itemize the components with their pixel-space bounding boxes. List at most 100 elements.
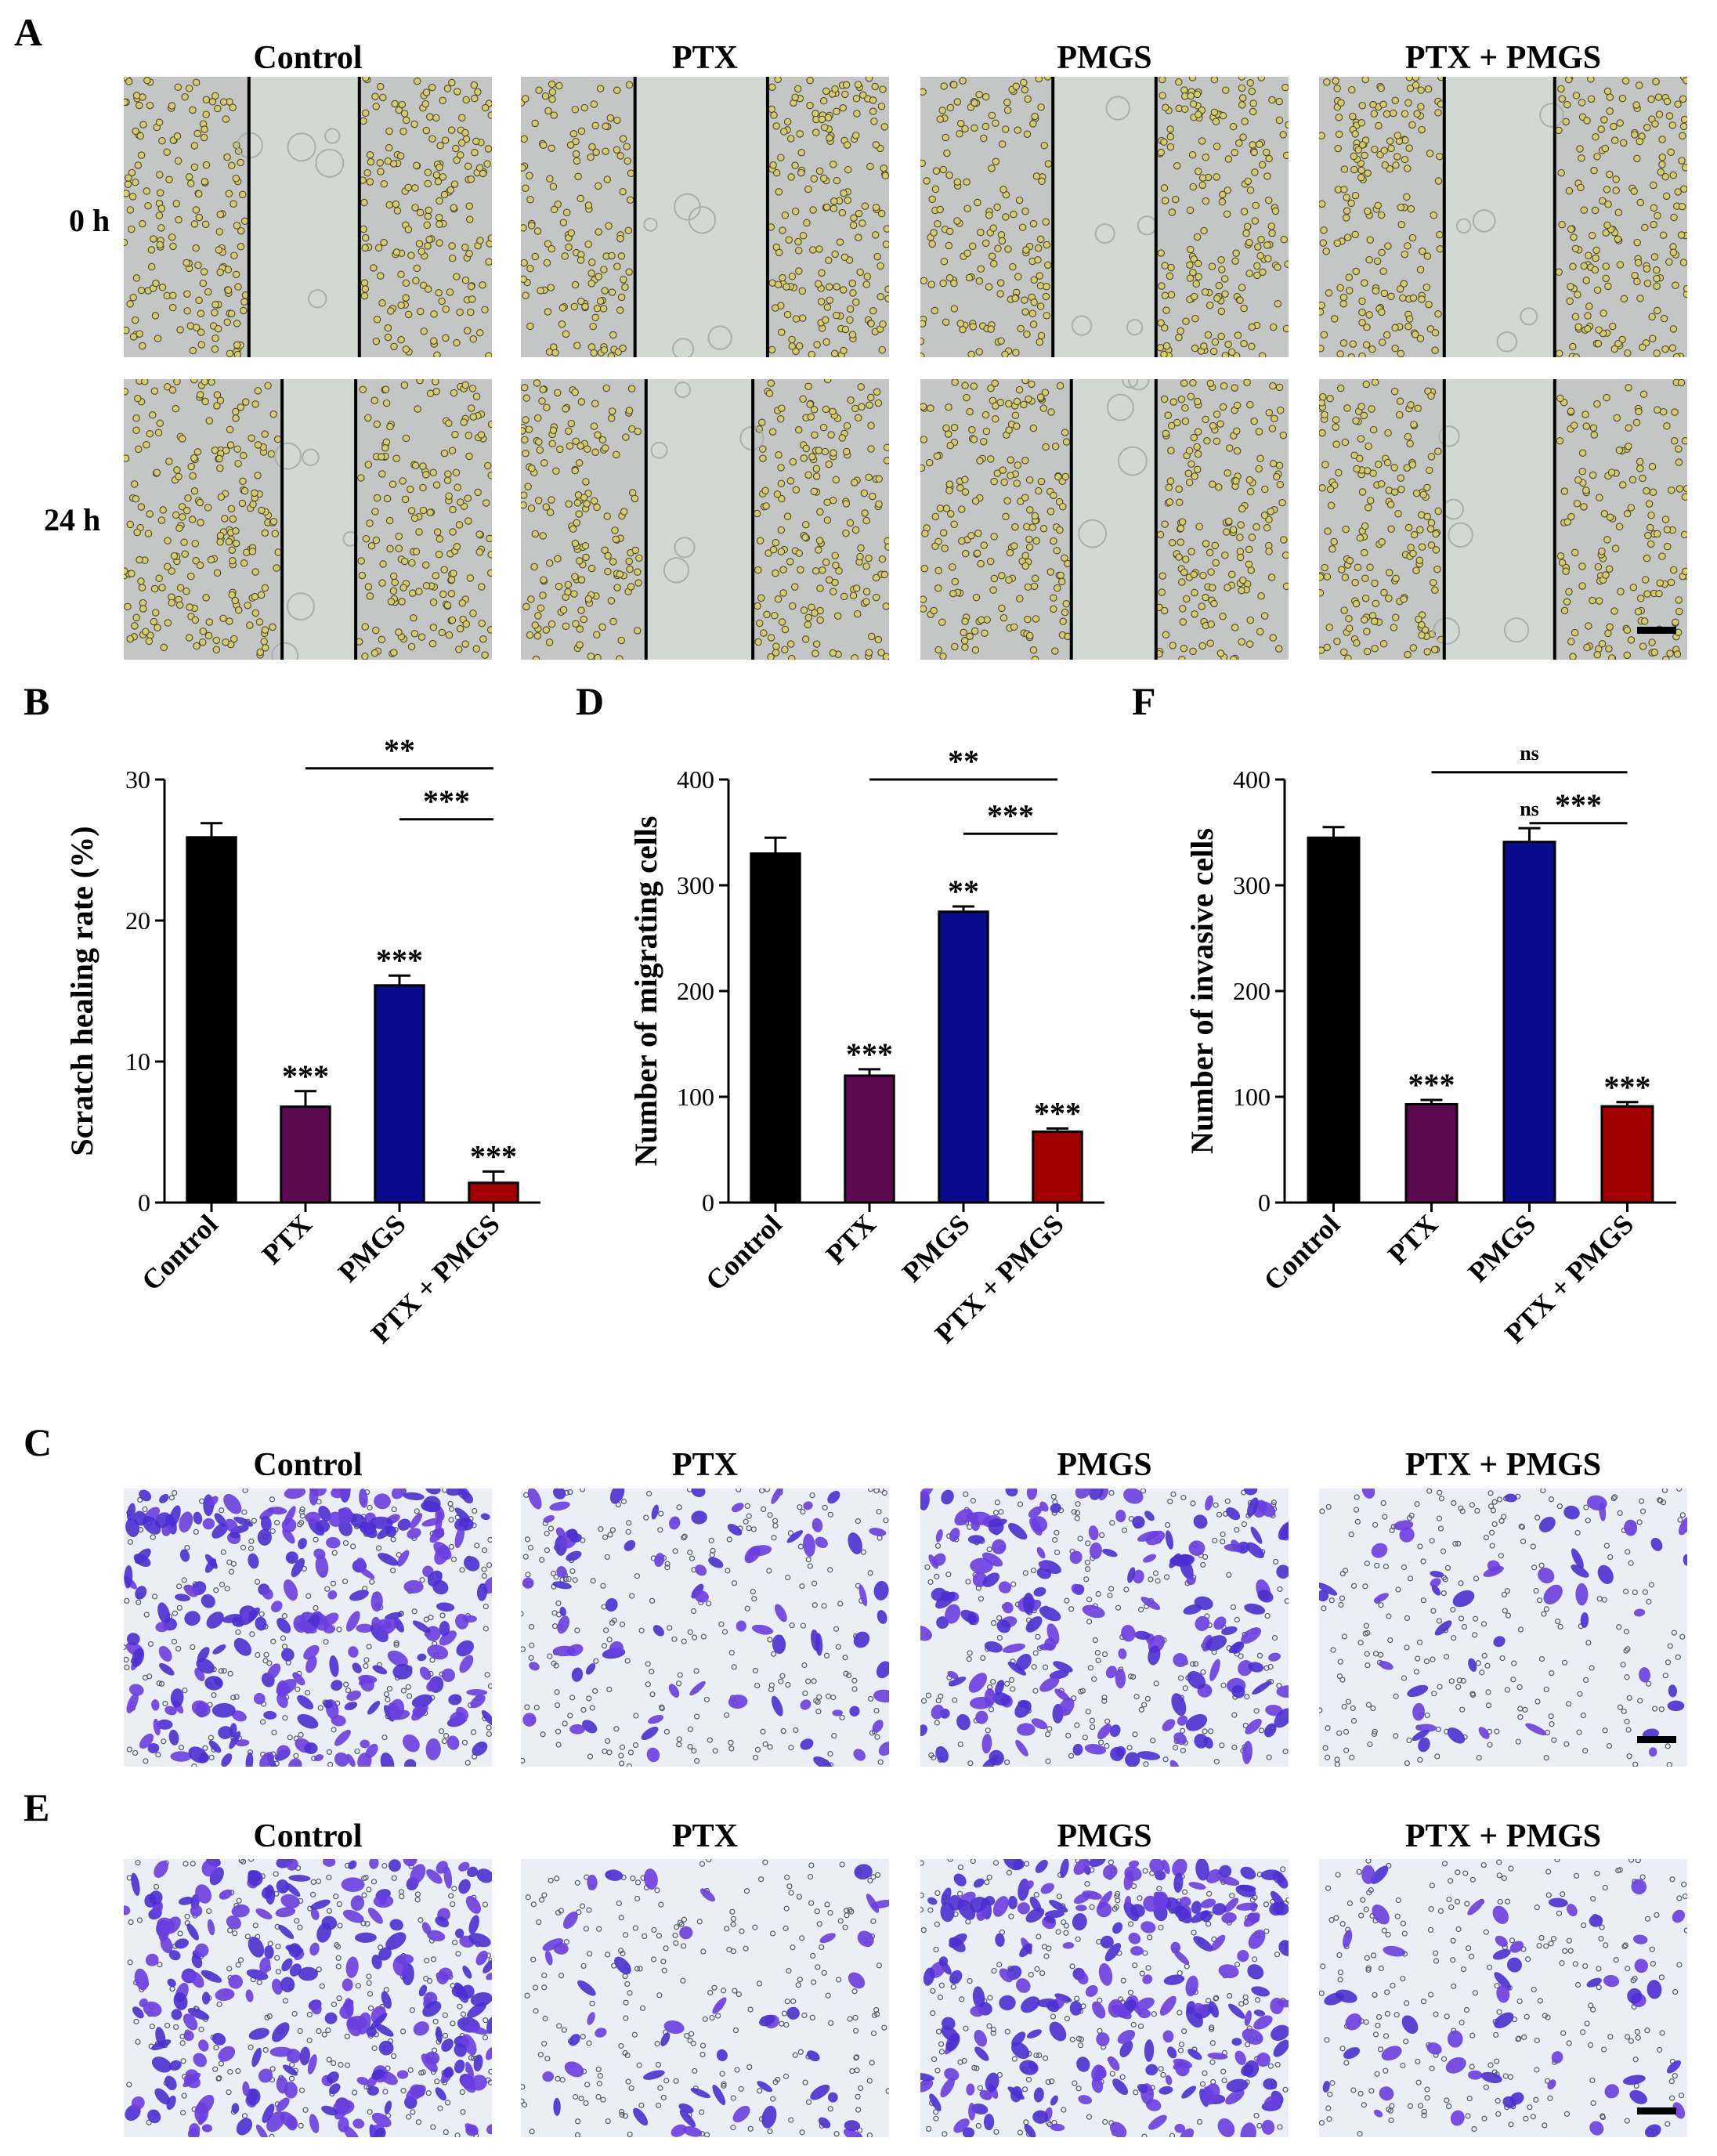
y-tick-label: 300 (677, 871, 714, 899)
scale-bar-e (1637, 2107, 1676, 2114)
invasion-title-pmgs: PMGS (1057, 1818, 1152, 1854)
x-tick-label: Control (699, 1208, 788, 1297)
scratch-image-pmgs-0h (920, 77, 1289, 357)
bar (374, 984, 425, 1204)
migration-image-ptx (521, 1489, 889, 1767)
x-tick-label: PMGS (896, 1208, 976, 1288)
panel-letter-e: E (23, 1785, 50, 1829)
scale-bar-a (1637, 627, 1676, 634)
error-bar (1420, 1098, 1443, 1105)
bar (186, 836, 237, 1204)
comparison-label: ** (948, 743, 979, 779)
significance-label: *** (1604, 1069, 1651, 1105)
y-tick-label: 0 (702, 1188, 714, 1217)
y-tick-label: 300 (1233, 871, 1271, 899)
bar (1404, 1102, 1459, 1204)
scratch-image-ptx-pmgs-24h (1319, 379, 1687, 660)
bar (750, 852, 801, 1204)
y-axis-label: Number of migrating cells (628, 816, 663, 1167)
chart-f: 0 100 200 300 400 Number of invasive cells Con… (1151, 742, 1700, 1379)
scratch-image-ptx-pmgs-0h (1319, 77, 1687, 357)
invasion-title-ptx: PTX (672, 1818, 738, 1854)
x-tick-label: PMGS (1462, 1208, 1542, 1288)
chart-svg: 0 100 200 300 400 Number of invasive cells Con… (1184, 742, 1676, 1349)
significance-label: *** (282, 1058, 329, 1094)
error-bar (765, 836, 786, 854)
panel-letter-f: F (1132, 679, 1156, 723)
significance-label: *** (1034, 1096, 1081, 1131)
y-tick-label: 400 (1233, 765, 1271, 794)
y-tick-label: 30 (125, 765, 150, 794)
comparison-label: *** (987, 798, 1034, 833)
x-tick-label: PMGS (332, 1208, 412, 1288)
migration-image-ptx-pmgs (1319, 1489, 1687, 1767)
comparison-label: *** (1555, 787, 1602, 823)
x-tick-label: PTX (819, 1208, 881, 1270)
x-tick-label: Control (1257, 1208, 1346, 1297)
invasion-title-control: Control (253, 1818, 363, 1854)
chart-d: 0 100 200 300 400 Number of migrating cells Co… (595, 743, 1128, 1379)
significance-label: *** (1408, 1067, 1455, 1102)
y-tick-label: 400 (677, 765, 714, 794)
bar (280, 1105, 331, 1204)
error-bar (952, 905, 974, 912)
y-tick-label: 10 (125, 1047, 150, 1076)
error-bar (858, 1068, 880, 1076)
x-tick-label: Control (136, 1208, 224, 1297)
significance-label: *** (470, 1138, 517, 1174)
error-bar (295, 1090, 316, 1107)
significance-label: ** (948, 874, 979, 909)
bar (1307, 836, 1361, 1204)
migration-image-pmgs (920, 1489, 1289, 1767)
scratch-image-control-24h (124, 379, 492, 660)
error-bar (1616, 1101, 1639, 1107)
error-bar (201, 822, 222, 837)
chart-svg: 0 100 200 300 400 Number of migrating cells Co… (628, 743, 1104, 1349)
row-label-24h: 24 h (44, 502, 101, 537)
y-tick-label: 20 (125, 906, 150, 935)
bar (1032, 1130, 1083, 1204)
x-tick-label: PTX (1382, 1208, 1444, 1270)
migration-image-control (124, 1489, 492, 1767)
significance-label: ns (1520, 798, 1539, 820)
y-tick-label: 100 (1233, 1083, 1271, 1111)
y-tick-label: 0 (1258, 1188, 1271, 1217)
error-bar (389, 974, 410, 986)
x-tick-label: PTX (255, 1208, 317, 1270)
bar (844, 1074, 895, 1204)
chart-svg: 0 10 20 30 Scratch healing rate (%) Control PT… (64, 733, 540, 1349)
row-label-0h: 0 h (69, 203, 110, 238)
invasion-title-ptx-pmgs: PTX + PMGS (1404, 1818, 1602, 1854)
error-bar (483, 1170, 504, 1183)
migration-title-control: Control (253, 1447, 363, 1483)
panel-letter-c: C (23, 1420, 52, 1464)
comparison-label: ** (384, 733, 415, 768)
invasion-image-ptx (521, 1859, 889, 2137)
scratch-image-control-0h (124, 77, 492, 357)
scratch-title-ptx: PTX (672, 40, 738, 76)
panel-letter-b: B (23, 679, 50, 723)
bar (1600, 1105, 1654, 1204)
panel-letter-a: A (14, 10, 43, 54)
chart-b: 0 10 20 30 Scratch healing rate (%) Control PT… (31, 733, 564, 1379)
comparison-label: ns (1520, 742, 1539, 765)
invasion-image-control (124, 1859, 492, 2137)
y-tick-label: 200 (1233, 977, 1271, 1005)
scratch-image-ptx-24h (521, 379, 889, 660)
scratch-title-control: Control (253, 40, 363, 76)
y-tick-label: 200 (677, 977, 714, 1005)
bar (468, 1181, 519, 1204)
migration-title-pmgs: PMGS (1057, 1447, 1152, 1483)
error-bar (1518, 827, 1541, 842)
error-bar (1046, 1127, 1068, 1132)
scratch-image-pmgs-24h (920, 379, 1289, 660)
y-axis-label: Number of invasive cells (1184, 828, 1220, 1154)
y-tick-label: 0 (138, 1188, 150, 1217)
significance-label: *** (846, 1036, 893, 1072)
scratch-title-ptx-pmgs: PTX + PMGS (1404, 40, 1602, 76)
scratch-image-ptx-0h (521, 77, 889, 357)
error-bar (1322, 826, 1345, 838)
bar (938, 910, 989, 1204)
panel-letter-d: D (576, 679, 605, 723)
significance-label: *** (376, 942, 423, 978)
